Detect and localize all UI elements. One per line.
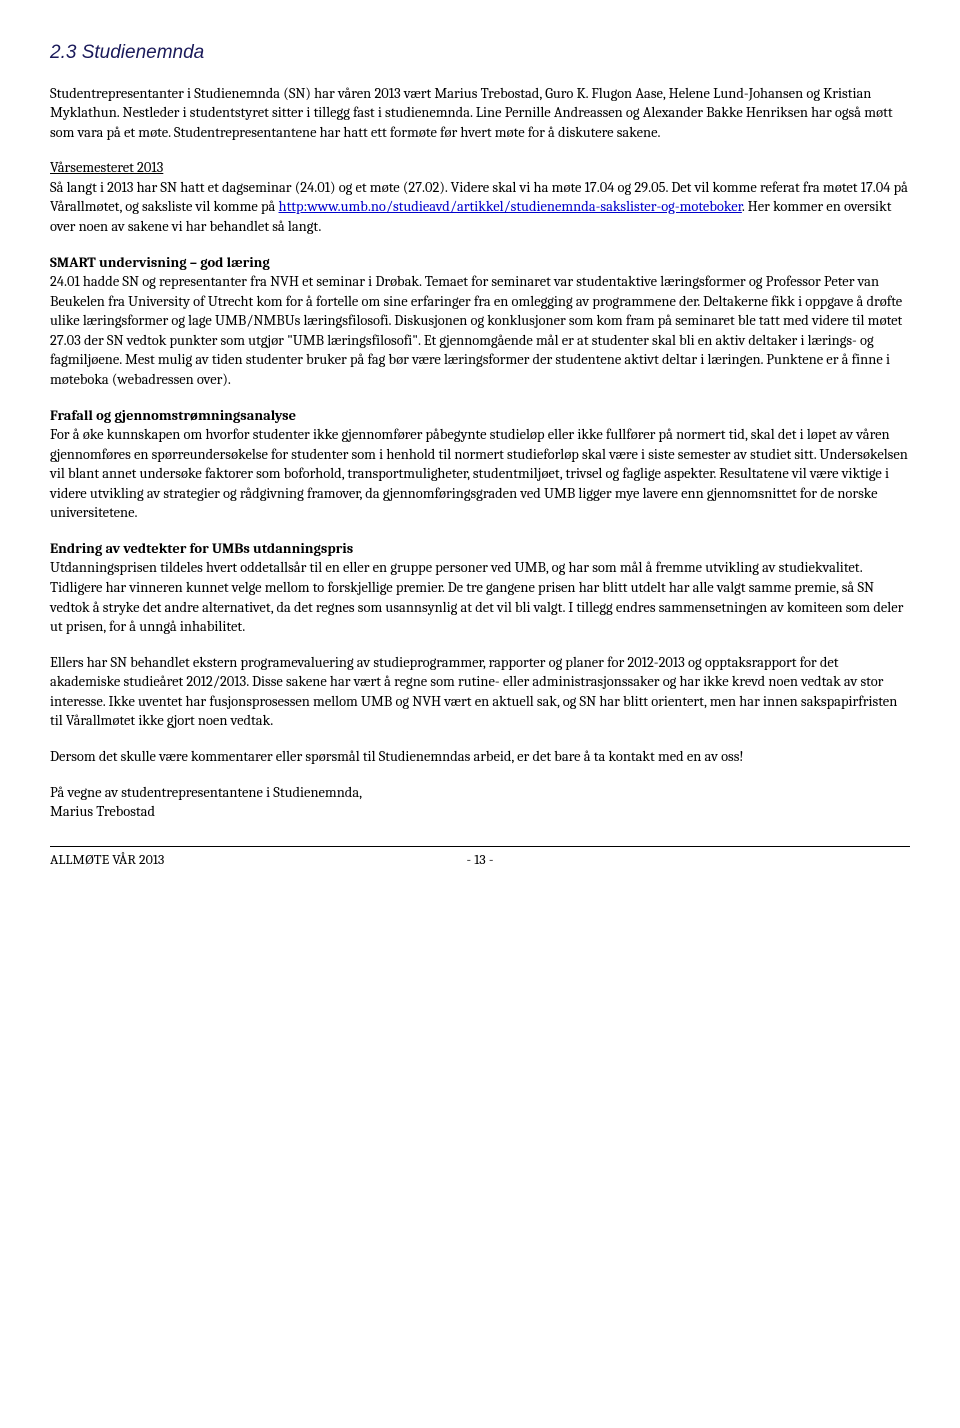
footer-left-text: ALLMØTE VÅR 2013 xyxy=(50,851,337,870)
paragraph-frafall: Frafall og gjennomstrømningsanalyse For … xyxy=(50,406,910,523)
footer-right-spacer xyxy=(623,851,910,870)
subheading-smart: SMART undervisning – god læring xyxy=(50,254,270,271)
body-text: 24.01 hadde SN og representanter fra NVH… xyxy=(50,273,902,388)
section-title: 2.3 Studienemnda xyxy=(50,40,910,66)
paragraph-ellers: Ellers har SN behandlet ekstern programe… xyxy=(50,653,910,731)
link-sakslister[interactable]: http:www.umb.no/studieavd/artikkel/studi… xyxy=(279,198,742,215)
paragraph-varsemester: Vårsemesteret 2013 Så langt i 2013 har S… xyxy=(50,158,910,236)
footer-page-number: - 13 - xyxy=(337,851,624,870)
signature-line2: Marius Trebostad xyxy=(50,803,155,820)
body-text: For å øke kunnskapen om hvorfor studente… xyxy=(50,426,908,521)
paragraph-intro: Studentrepresentanter i Studienemnda (SN… xyxy=(50,84,910,143)
body-text: Utdanningsprisen tildeles hvert oddetall… xyxy=(50,559,903,635)
subheading-varsemester: Vårsemesteret 2013 xyxy=(50,159,163,176)
paragraph-endring: Endring av vedtekter for UMBs utdannings… xyxy=(50,539,910,637)
paragraph-smart: SMART undervisning – god læring 24.01 ha… xyxy=(50,253,910,390)
subheading-frafall: Frafall og gjennomstrømningsanalyse xyxy=(50,407,296,424)
subheading-endring: Endring av vedtekter for UMBs utdannings… xyxy=(50,540,353,557)
page-footer: ALLMØTE VÅR 2013 - 13 - xyxy=(50,846,910,870)
signature-line1: På vegne av studentrepresentantene i Stu… xyxy=(50,784,362,801)
paragraph-signature: På vegne av studentrepresentantene i Stu… xyxy=(50,783,910,822)
paragraph-contact: Dersom det skulle være kommentarer eller… xyxy=(50,747,910,767)
